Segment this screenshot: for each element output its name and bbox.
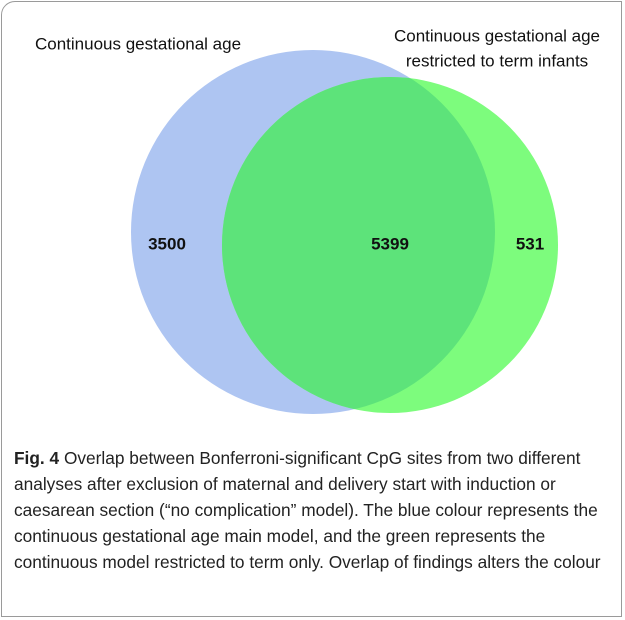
set-label: Continuous gestational age: [35, 34, 241, 53]
caption: Fig. 4 Overlap between Bonferroni-signif…: [14, 445, 612, 575]
caption-label: Fig. 4: [14, 448, 60, 468]
set-label: restricted to term infants: [406, 51, 588, 70]
region-value: 531: [516, 234, 544, 253]
region-value: 5399: [371, 234, 409, 253]
region-value: 3500: [148, 234, 186, 253]
chart: Continuous gestational age Continuous ge…: [35, 26, 600, 414]
set-label: Continuous gestational age: [394, 26, 600, 45]
caption-text: Overlap between Bonferroni-significant C…: [14, 448, 601, 572]
